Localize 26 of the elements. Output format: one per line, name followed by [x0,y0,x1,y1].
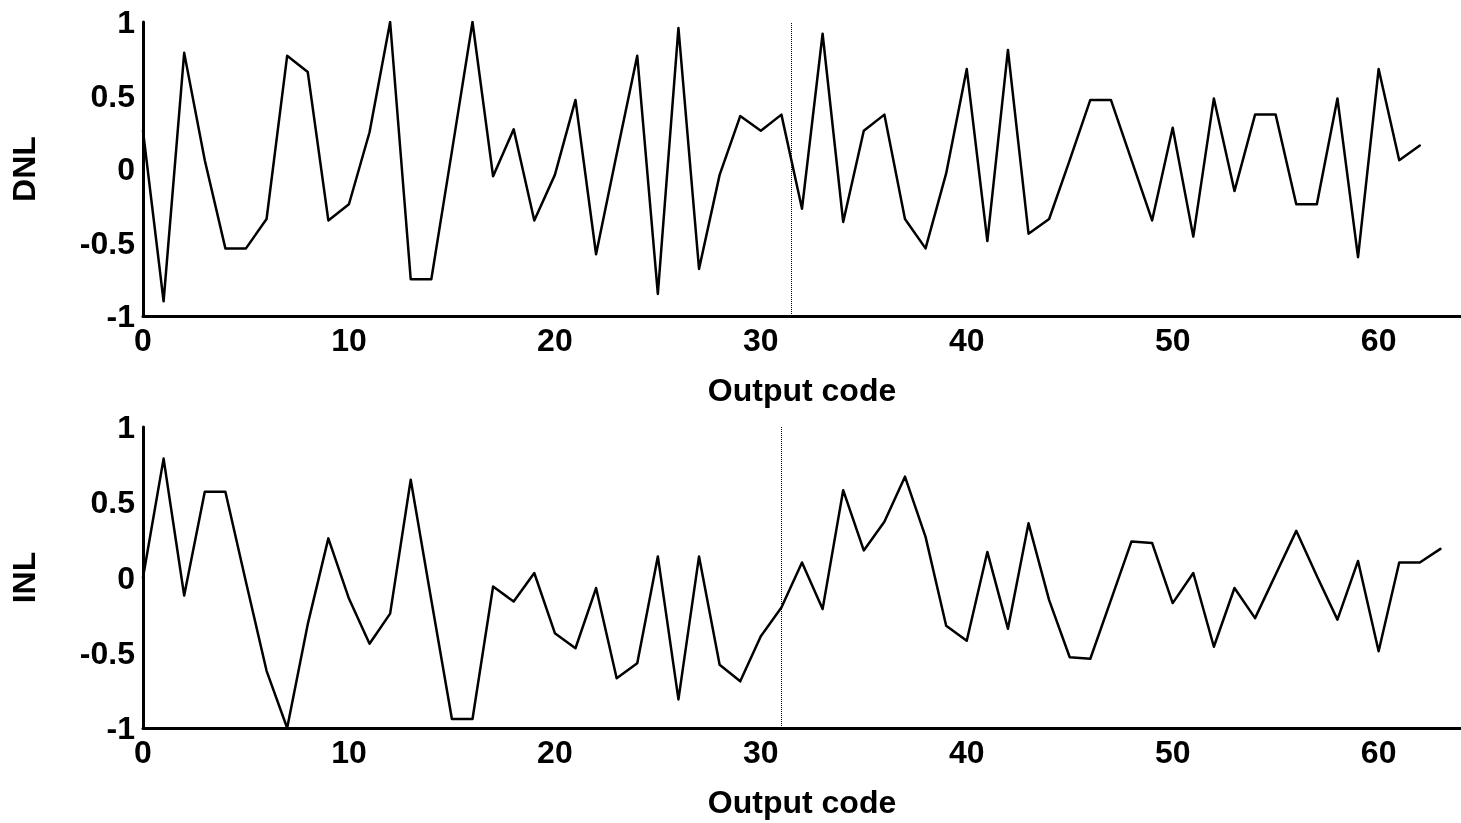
x-tick-label: 30 [743,734,779,770]
y-axis-title: INL [6,551,42,604]
y-tick-label: 1 [117,409,135,445]
x-tick-label: 50 [1154,322,1191,358]
y-tick-label: -0.5 [79,634,135,671]
x-tick-label: 40 [948,734,985,770]
y-tick-label: -0.5 [79,224,135,261]
x-axis-title: Output code [707,372,897,408]
x-tick-label: 10 [331,734,367,770]
y-tick-label: 0 [117,559,135,596]
x-tick-label: 10 [331,322,367,358]
y-tick-label: -1 [106,710,135,746]
x-tick-label: 60 [1360,322,1397,358]
y-tick-label: 0.5 [90,77,135,114]
x-tick-label: 30 [743,322,779,358]
x-tick-label: 20 [537,322,573,358]
x-tick-label: 60 [1360,734,1397,770]
y-axis-title: DNL [6,136,42,202]
y-tick-label: 0 [117,151,135,187]
x-tick-label: 20 [537,734,573,770]
x-tick-label: 40 [948,322,985,358]
y-tick-label: 1 [117,4,135,40]
y-tick-label: -1 [106,298,135,334]
y-tick-label: 0.5 [90,484,135,521]
x-axis-title: Output code [707,784,897,820]
x-tick-label: 50 [1154,734,1191,770]
